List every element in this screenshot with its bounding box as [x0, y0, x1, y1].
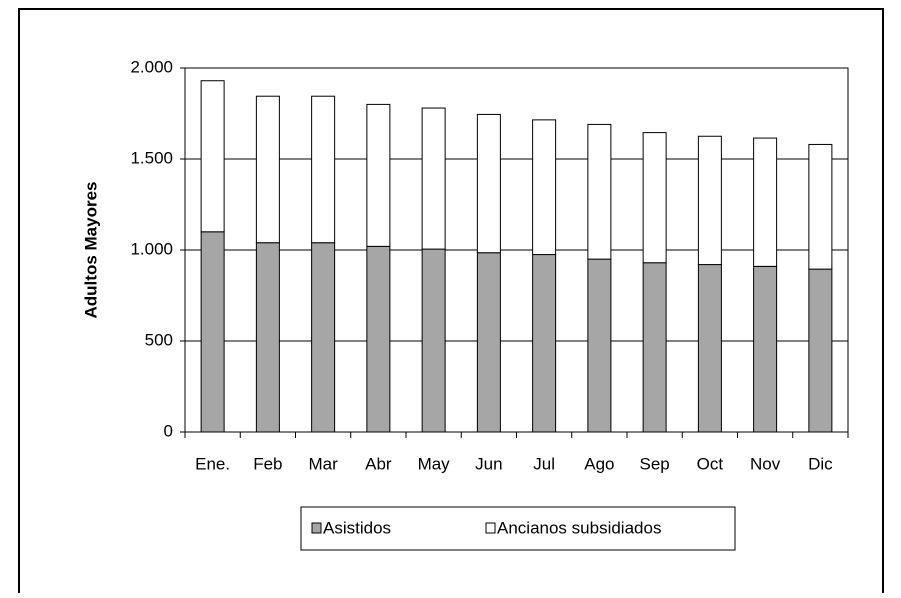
x-tick-label: Feb [253, 454, 282, 473]
bar [808, 143, 833, 270]
bar [366, 103, 391, 247]
bar [697, 264, 722, 433]
bar [421, 248, 446, 433]
y-tick-label: 1.000 [130, 239, 173, 258]
bar [697, 135, 722, 266]
x-tick-label: Ene. [195, 454, 230, 473]
bar [753, 265, 778, 433]
x-tick-label: Sep [640, 454, 670, 473]
x-tick-label: Ago [584, 454, 614, 473]
x-tick-label: Abr [365, 454, 392, 473]
bar [642, 262, 667, 433]
bar [532, 119, 557, 256]
x-tick-label: Jun [475, 454, 502, 473]
legend-box [300, 506, 736, 551]
x-tick-label: Dic [808, 454, 833, 473]
bar [753, 137, 778, 267]
bar [200, 231, 225, 433]
x-tick-label: Nov [750, 454, 781, 473]
bar [476, 113, 501, 254]
legend-label: Asistidos [323, 518, 391, 537]
bar [532, 254, 557, 433]
y-tick-label: 1.500 [130, 148, 173, 167]
x-tick-label: May [418, 454, 451, 473]
bar [587, 258, 612, 433]
bar [311, 242, 336, 433]
y-tick-label: 2.000 [130, 57, 173, 76]
y-tick-label: 0 [164, 421, 173, 440]
bar [311, 95, 336, 244]
bar [476, 252, 501, 433]
x-tick-label: Mar [308, 454, 338, 473]
bar [808, 268, 833, 433]
bar [366, 245, 391, 433]
bar [642, 132, 667, 264]
legend-swatch [311, 522, 322, 534]
y-axis-label: Adultos Mayores [81, 182, 100, 319]
legend-swatch [485, 522, 496, 534]
x-tick-label: Jul [533, 454, 555, 473]
y-tick-label: 500 [145, 330, 173, 349]
bar [200, 80, 225, 233]
bar [255, 95, 280, 244]
bar [255, 242, 280, 433]
x-tick-label: Oct [697, 454, 724, 473]
legend-label: Ancianos subsidiados [497, 518, 661, 537]
bar [421, 107, 446, 250]
bar [587, 123, 612, 260]
